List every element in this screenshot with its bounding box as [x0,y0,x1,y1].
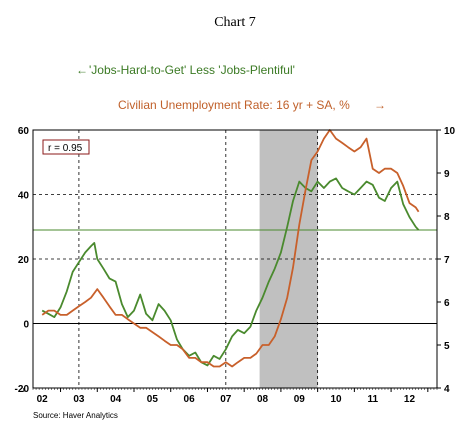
right-tick-label: 8 [444,212,450,223]
left-tick-label: 0 [23,320,29,331]
x-tick-label: 02 [37,394,49,405]
legend-series-2: Civilian Unemployment Rate: 16 yr + SA, … [118,98,386,112]
right-axis: 4 5 6 7 8 9 10 [437,126,456,395]
x-tick-label: 06 [184,394,196,405]
legend-series-2-arrow: → [374,98,386,112]
series-line-2 [41,129,420,368]
legend-series-1-arrow: ← [76,63,88,77]
left-axis: -20 0 20 40 60 [15,126,30,395]
legend-series-1-label: 'Jobs-Hard-to-Get' Less 'Jobs-Plentiful' [89,63,295,77]
x-tick-label: 09 [294,394,306,405]
left-tick-label: 40 [18,191,30,202]
grid-lines [33,130,437,388]
right-tick-label: 4 [444,384,450,395]
chart-title: Chart 7 [214,15,256,30]
x-tick-label: 08 [257,394,269,405]
legend-series-2-label: Civilian Unemployment Rate: 16 yr + SA, … [118,98,350,112]
x-tick-label: 05 [147,394,159,405]
source-note: Source: Haver Analytics [33,411,118,420]
legend-series-1: ← 'Jobs-Hard-to-Get' Less 'Jobs-Plentifu… [76,63,295,77]
correlation-box: r = 0.95 [42,139,90,155]
x-tick-label: 07 [220,394,232,405]
correlation-label: r = 0.95 [48,143,83,154]
x-tick-label: 11 [367,394,378,405]
series-line-1 [41,177,420,367]
left-tick-label: 60 [18,126,30,137]
right-tick-label: 6 [444,298,450,309]
x-axis: 02 03 04 05 06 07 08 09 10 11 12 [23,388,438,405]
left-tick-label: 20 [18,255,30,266]
x-tick-label: 03 [73,394,85,405]
right-tick-label: 5 [444,341,450,352]
left-tick-label: -20 [15,384,30,395]
x-tick-label: 04 [110,394,122,405]
right-tick-label: 7 [444,255,450,266]
x-tick-label: 12 [404,394,416,405]
right-tick-label: 9 [444,169,450,180]
series-layer [41,129,420,368]
right-tick-label: 10 [444,126,456,137]
x-tick-label: 10 [330,394,342,405]
